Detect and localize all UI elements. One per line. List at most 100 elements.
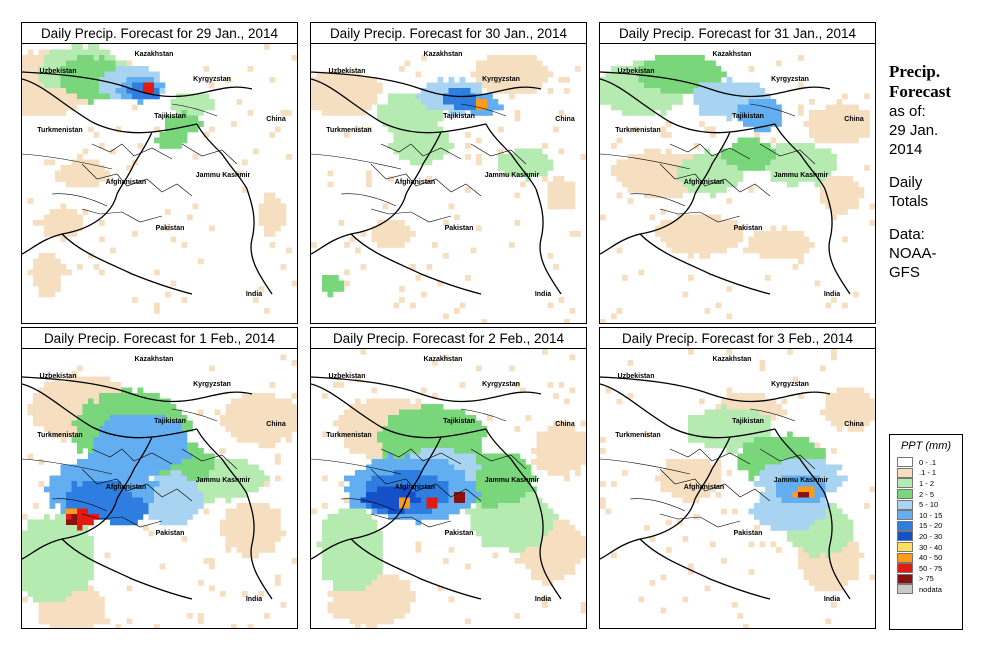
precip-cell <box>165 453 171 460</box>
precip-cell <box>726 409 733 416</box>
precip-cell <box>264 398 270 405</box>
precip-cell <box>115 492 122 498</box>
precip-cell <box>33 415 39 421</box>
precip-cell <box>49 574 56 581</box>
precip-cell <box>514 148 521 155</box>
precip-cell <box>825 126 832 133</box>
precip-cell <box>99 431 105 438</box>
precip-cell <box>60 71 67 78</box>
precip-cell <box>366 176 372 182</box>
precip-cell <box>536 541 543 548</box>
precip-cell <box>611 165 617 171</box>
precip-cell <box>776 115 782 122</box>
precip-cell <box>258 536 265 542</box>
precip-cell <box>476 475 482 482</box>
precip-cell <box>726 448 733 454</box>
precip-cell <box>575 442 581 449</box>
precip-cell <box>49 286 56 292</box>
precip-cell <box>644 66 650 72</box>
precip-cell <box>66 547 72 553</box>
precip-cell <box>781 475 788 482</box>
precip-cell <box>649 214 656 221</box>
precip-cell <box>660 71 667 78</box>
precip-cell <box>269 192 276 199</box>
precip-cell <box>176 126 182 133</box>
precip-cell <box>176 442 182 449</box>
precip-cell <box>622 77 628 83</box>
precip-cell <box>715 187 722 193</box>
precip-cell <box>814 165 821 171</box>
precip-cell <box>110 393 116 399</box>
precip-cell <box>853 409 859 416</box>
precip-cell <box>66 382 72 388</box>
precip-cell <box>732 242 738 248</box>
precip-cell <box>465 453 471 460</box>
precip-cell <box>170 280 177 287</box>
precip-cell <box>432 508 438 515</box>
precip-cell <box>132 459 138 465</box>
precip-cell <box>842 420 848 427</box>
precip-cell <box>509 93 515 100</box>
precip-cell <box>66 431 72 438</box>
precip-cell <box>60 486 67 493</box>
precip-cell <box>82 497 89 504</box>
precip-cell <box>275 209 281 215</box>
precip-cell <box>371 225 378 232</box>
precip-cell <box>699 60 705 67</box>
precip-cell <box>280 398 287 405</box>
country-border <box>485 428 537 495</box>
precip-cell <box>465 99 471 105</box>
precip-cell <box>509 71 515 78</box>
precip-cell <box>60 269 67 276</box>
precip-cell <box>759 393 766 399</box>
precip-cell <box>465 563 471 570</box>
precip-cell <box>220 486 226 493</box>
precip-cell <box>33 220 39 226</box>
precip-cell <box>655 187 661 193</box>
precip-cell <box>399 93 405 100</box>
precip-cell <box>88 475 94 482</box>
precip-cell <box>792 242 799 248</box>
precip-cell <box>660 475 667 482</box>
precip-cell <box>126 77 133 83</box>
precip-cell <box>415 442 422 449</box>
precip-cell <box>393 231 400 237</box>
precip-cell <box>110 82 116 89</box>
precip-cell <box>399 464 405 471</box>
precip-cell <box>726 420 733 427</box>
precip-cell <box>498 519 504 526</box>
precip-cell <box>170 99 177 105</box>
province-border <box>370 208 452 223</box>
precip-cell <box>77 431 83 438</box>
precip-cell <box>814 459 821 465</box>
precip-cell <box>349 607 356 614</box>
precip-cell <box>275 508 281 515</box>
precip-cell <box>820 187 826 193</box>
precip-cell <box>503 497 510 504</box>
precip-cell <box>820 154 826 160</box>
precip-cell <box>699 459 705 465</box>
precip-cell <box>682 247 689 254</box>
precip-cell <box>437 475 444 482</box>
precip-cell <box>553 192 559 199</box>
precip-cell <box>192 508 199 515</box>
precip-cell <box>693 247 700 254</box>
precip-cell <box>492 459 499 465</box>
country-label-india: India <box>535 291 551 298</box>
precip-cell <box>770 492 777 498</box>
precip-cell <box>525 503 532 509</box>
precip-cell <box>231 514 237 520</box>
precip-cell <box>437 115 444 122</box>
precip-cell <box>66 398 72 405</box>
precip-cell <box>580 547 586 553</box>
precip-cell <box>269 209 276 215</box>
precip-cell <box>38 220 45 226</box>
precip-cell <box>148 77 155 83</box>
precip-cell <box>38 558 45 564</box>
precip-cell <box>520 66 526 72</box>
precip-cell <box>247 475 254 482</box>
precip-cell <box>514 426 521 432</box>
province-border <box>81 163 193 197</box>
precip-cell <box>671 236 678 243</box>
precip-cell <box>187 475 193 482</box>
